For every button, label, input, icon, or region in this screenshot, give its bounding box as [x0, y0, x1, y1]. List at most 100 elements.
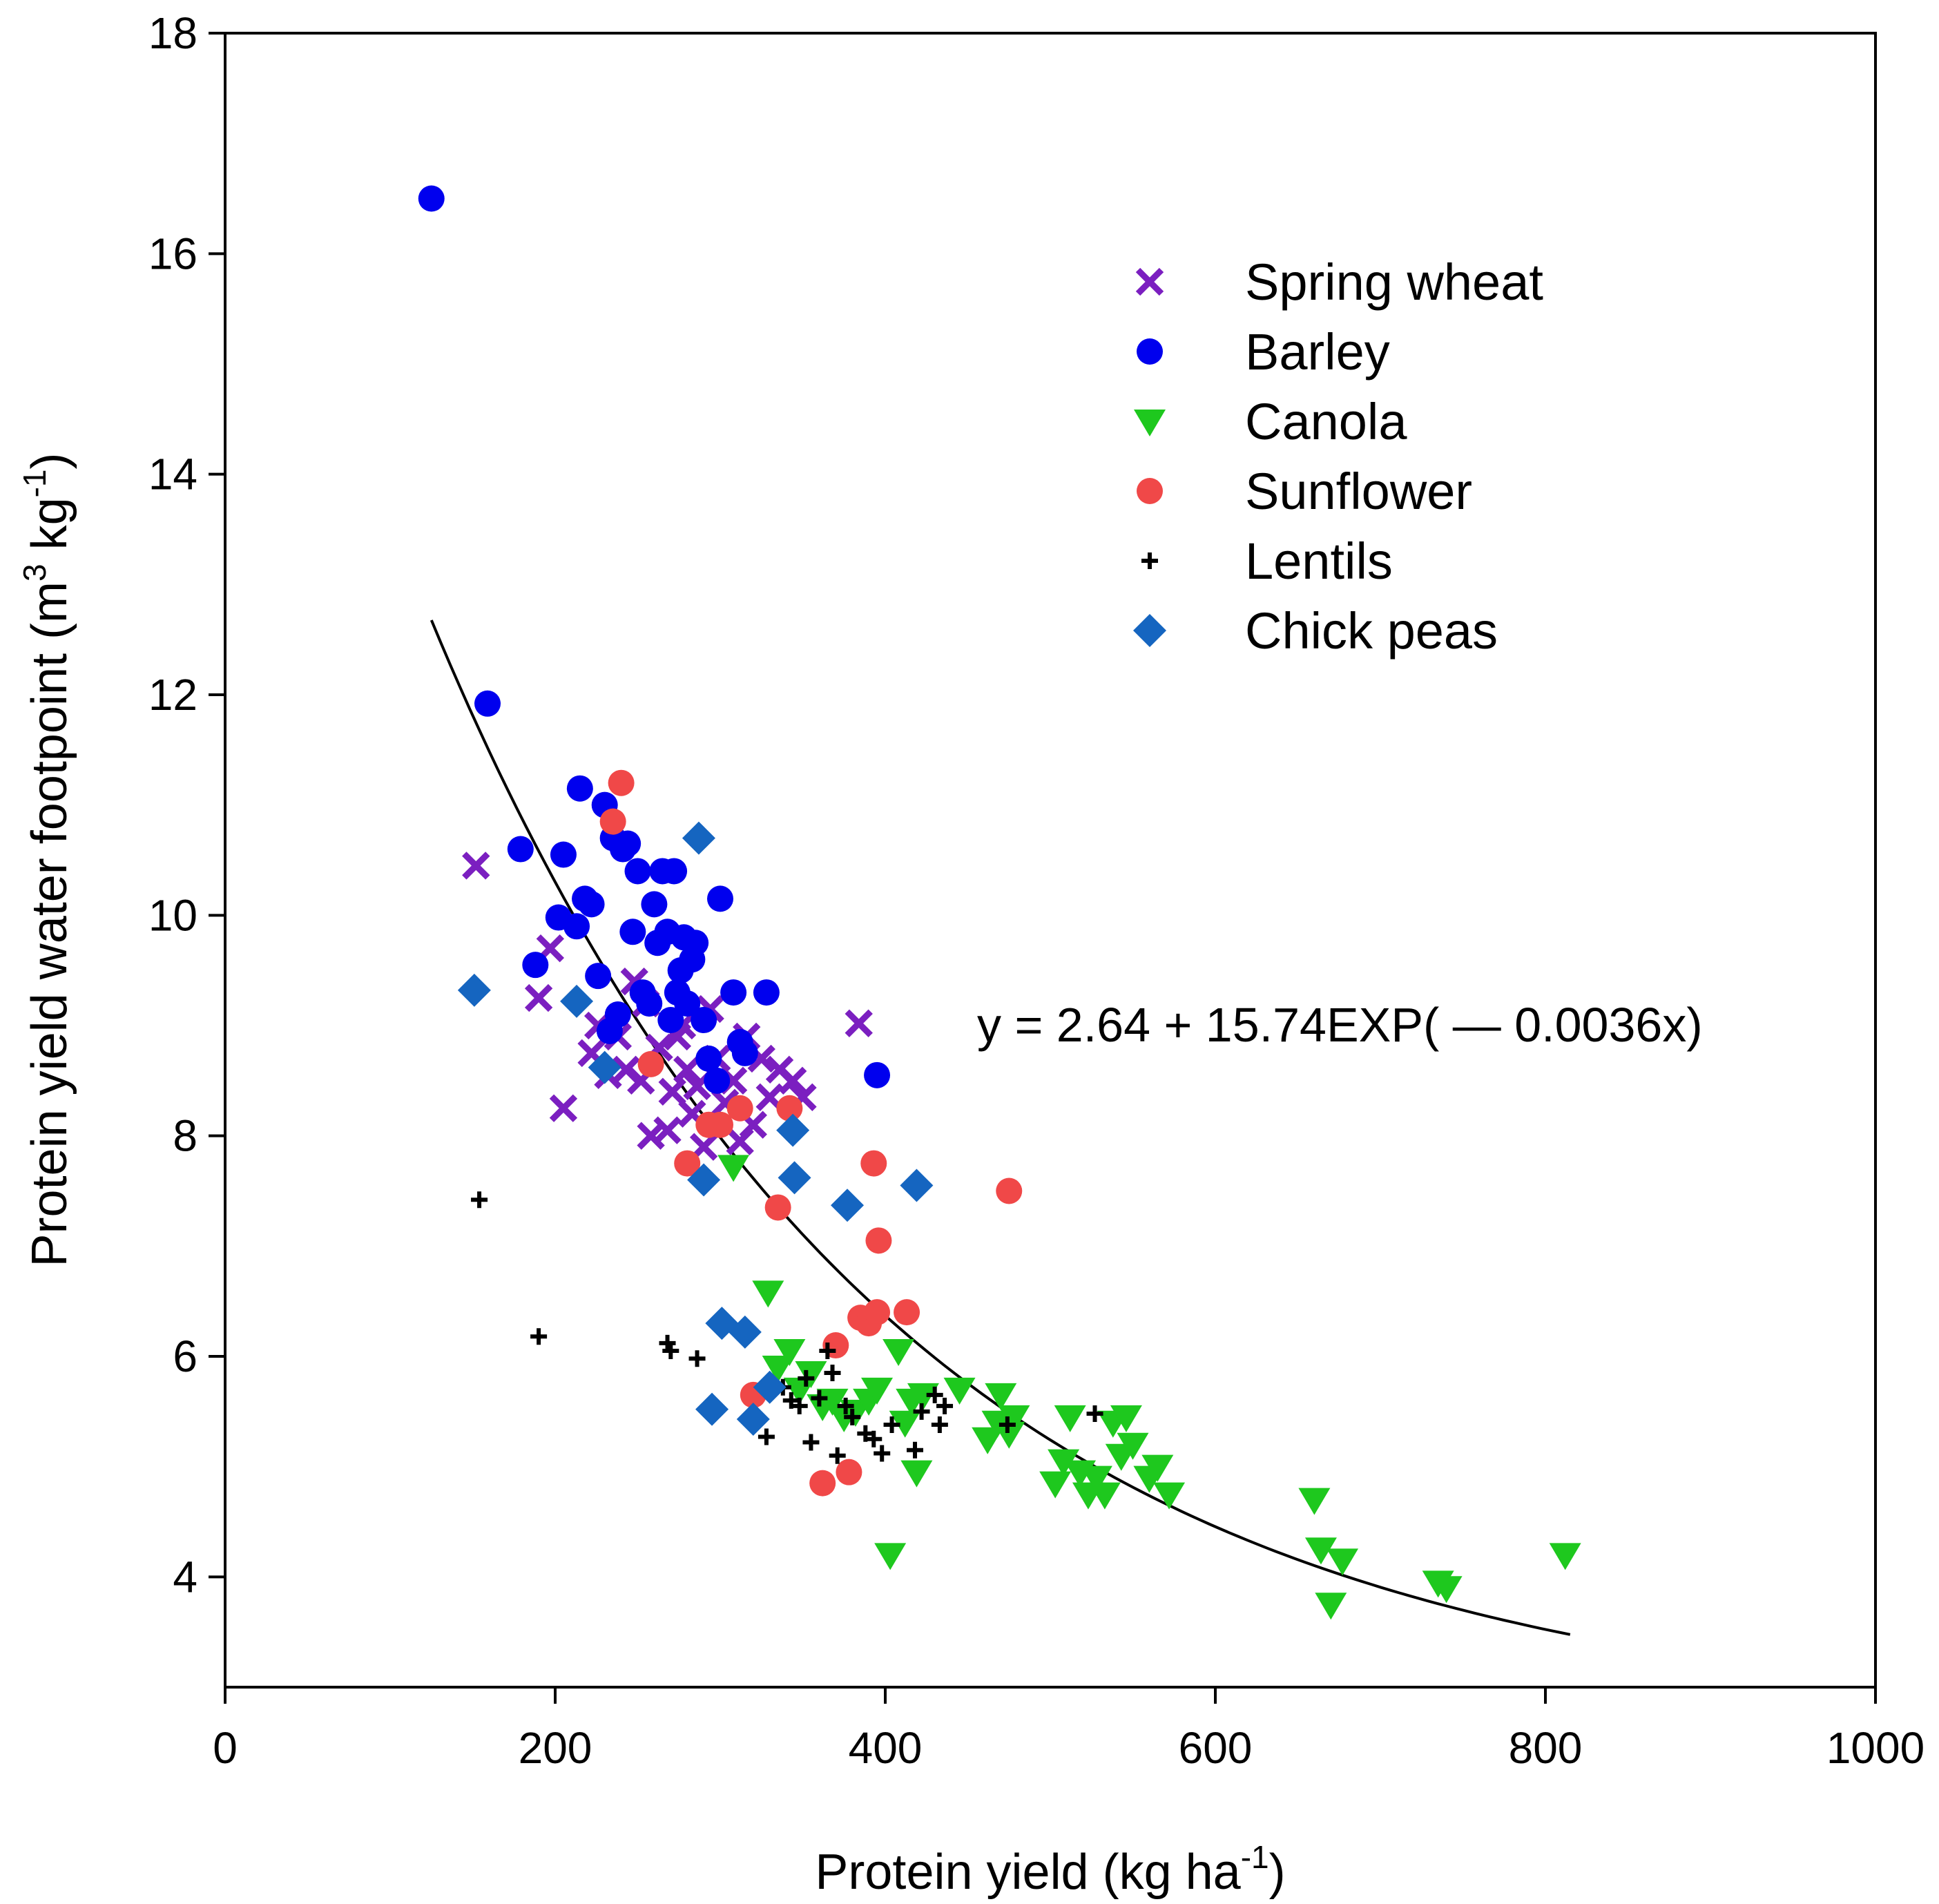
- barley-point-1: [474, 690, 501, 717]
- spring-wheat-point-15: [658, 1077, 686, 1106]
- chick-peas-point-2: [588, 1050, 621, 1084]
- barley-point-36: [707, 885, 733, 912]
- barley-point-17: [619, 919, 646, 945]
- spring-wheat-point-12: [637, 1122, 665, 1150]
- spring-wheat-point-0: [462, 852, 490, 880]
- legend-label-spring-wheat: Spring wheat: [1245, 253, 1543, 311]
- lentils-point-14: [829, 1447, 846, 1464]
- lentils-point-12: [819, 1343, 836, 1360]
- chick-peas-point-8: [736, 1403, 770, 1436]
- spring-wheat-point-18: [673, 1055, 702, 1084]
- barley-point-3: [522, 952, 549, 979]
- legend-label-barley: Barley: [1245, 323, 1390, 381]
- sunflower-point-1: [608, 769, 635, 796]
- fit-curve: [430, 619, 1571, 1636]
- sunflower-point-9: [776, 1095, 803, 1122]
- barley-point-40: [753, 979, 780, 1006]
- sunflower-point-10: [809, 1470, 836, 1497]
- x-tick-label-4: 800: [1509, 1723, 1583, 1773]
- lentils-point-24: [931, 1416, 948, 1433]
- axis-ticks: 0 200 400 600 800 1000 4 6 8 10 12 14 16 18: [148, 8, 1924, 1773]
- legend-label-lentils: Lentils: [1245, 532, 1393, 590]
- lentils-point-22: [913, 1403, 930, 1420]
- canola-point-41: [1327, 1548, 1359, 1576]
- canola-point-7: [816, 1388, 849, 1416]
- sunflower-point-2: [637, 1050, 664, 1077]
- plot-frame: [224, 32, 1877, 1689]
- barley-point-16: [615, 830, 641, 857]
- sunflower-point-15: [860, 1150, 887, 1177]
- barley-point-41: [864, 1061, 891, 1088]
- sunflower-point-3: [674, 1150, 701, 1177]
- x-tick-label-3: 600: [1179, 1723, 1253, 1773]
- legend-marker-spring-wheat: [1135, 267, 1164, 296]
- barley-point-20: [636, 990, 663, 1017]
- barley-point-33: [691, 1007, 717, 1034]
- chick-peas-point-1: [560, 984, 594, 1018]
- canola-point-38: [1298, 1488, 1331, 1515]
- legend: Spring wheat Barley Canola Sunflower Lentils…: [1133, 253, 1543, 660]
- canola-point-22: [993, 1421, 1025, 1449]
- barley-point-32: [682, 930, 709, 956]
- chick-peas-point-10: [776, 1113, 810, 1147]
- canola-point-1: [752, 1280, 784, 1308]
- lentils-point-3: [662, 1343, 679, 1360]
- lentils-point-13: [824, 1364, 841, 1381]
- canola-point-36: [1141, 1454, 1174, 1482]
- barley-point-21: [641, 891, 668, 918]
- spring-wheat-point-1: [524, 983, 553, 1012]
- legend-marker-chick-peas: [1133, 614, 1166, 647]
- canola-point-24: [1039, 1471, 1072, 1499]
- canola-point-14: [889, 1410, 921, 1438]
- y-tick-label-2: 8: [173, 1111, 197, 1161]
- sunflower-point-19: [996, 1177, 1023, 1204]
- legend-marker-barley: [1137, 338, 1163, 365]
- x-tick-label-0: 0: [213, 1723, 238, 1773]
- lentils-point-8: [791, 1397, 808, 1414]
- canola-point-16: [900, 1460, 933, 1488]
- chick-peas-point-7: [728, 1315, 762, 1349]
- lentils-point-15: [837, 1397, 854, 1414]
- canola-point-23: [998, 1405, 1030, 1432]
- barley-point-34: [695, 1045, 722, 1072]
- canola-point-0: [717, 1155, 750, 1182]
- barley-point-39: [731, 1039, 758, 1066]
- x-tick-label-1: 200: [519, 1723, 592, 1773]
- barley-point-25: [657, 1007, 684, 1034]
- spring-wheat-point-3: [549, 1094, 578, 1122]
- fit-equation: y = 2.64 + 15.74EXP( — 0.0036x): [977, 998, 1703, 1052]
- spring-wheat-point-34: [845, 1009, 873, 1037]
- legend-marker-lentils: [1141, 552, 1158, 569]
- sunflower-point-5: [707, 1111, 733, 1138]
- sunflower-point-16: [864, 1299, 891, 1326]
- legend-label-chick-peas: Chick peas: [1245, 602, 1498, 660]
- barley-point-9: [578, 891, 605, 918]
- sunflower-point-0: [599, 808, 626, 835]
- barley-point-30: [674, 990, 701, 1017]
- chick-peas-point-5: [695, 1392, 729, 1426]
- canola-point-2: [762, 1355, 794, 1383]
- lentils-point-20: [883, 1416, 900, 1433]
- barley-point-35: [704, 1067, 731, 1094]
- y-tick-label-7: 18: [148, 8, 197, 58]
- y-tick-label-1: 6: [173, 1331, 197, 1381]
- barley-point-37: [720, 979, 747, 1006]
- lentils-point-4: [688, 1350, 706, 1367]
- canola-point-34: [1117, 1432, 1149, 1460]
- canola-point-25: [1048, 1449, 1080, 1477]
- barley-point-5: [550, 841, 577, 868]
- y-tick-label-6: 16: [148, 229, 197, 278]
- sunflower-point-8: [764, 1194, 791, 1221]
- canola-point-17: [907, 1383, 939, 1410]
- canola-point-11: [861, 1377, 894, 1405]
- chick-peas-point-3: [682, 821, 715, 855]
- canola-point-33: [1110, 1405, 1142, 1432]
- canola-point-40: [1315, 1593, 1347, 1620]
- y-axis-title: Protein yield water footpoint (m3 kg-1): [17, 453, 77, 1267]
- lentils-point-18: [865, 1430, 882, 1448]
- barley-point-14: [604, 1001, 631, 1028]
- canola-point-5: [795, 1360, 827, 1388]
- canola-point-37: [1153, 1482, 1186, 1510]
- canola-point-3: [773, 1339, 806, 1367]
